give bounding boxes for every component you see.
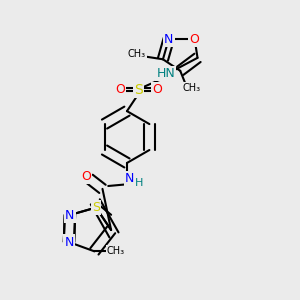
Text: HN: HN [157,67,175,80]
Text: N: N [164,33,173,46]
Text: S: S [92,201,100,214]
Text: CH₃: CH₃ [183,83,201,93]
Text: N: N [65,208,75,221]
Text: CH₃: CH₃ [107,246,125,256]
Text: H: H [135,178,143,188]
Text: O: O [190,33,200,46]
Text: O: O [115,83,125,96]
Text: N: N [125,172,134,185]
Text: CH₃: CH₃ [128,49,146,58]
Text: O: O [81,170,91,183]
Text: O: O [152,83,162,96]
Text: N: N [64,236,74,249]
Text: S: S [134,82,143,97]
